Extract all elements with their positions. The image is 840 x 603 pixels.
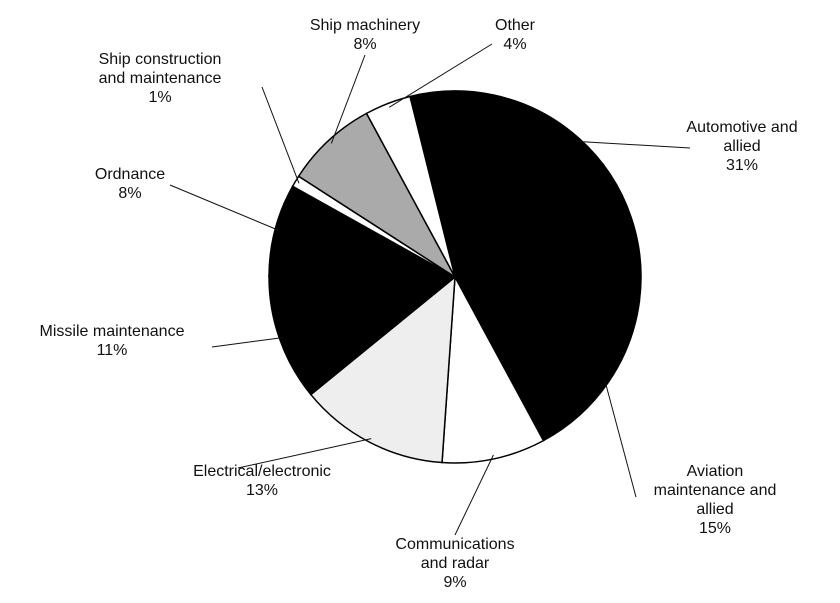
category-label: Automotive and allied [686,119,798,155]
category-label: Communications and radar [395,536,515,572]
category-label: Electrical/electronic [193,463,331,480]
leader-line [388,43,493,108]
value-label: 13% [245,482,279,499]
slice-label: Ship construction and maintenance 1% [90,50,230,107]
leader-line [454,454,494,536]
pie-slice [268,185,456,278]
leader-line [261,86,300,184]
leader-line [169,184,280,231]
pie-slice [268,274,458,396]
slice-label: Automotive and allied 31% [672,118,812,175]
slice-label: Electrical/electronic 13% [193,462,331,500]
category-label: Ship construction and maintenance [98,51,222,87]
pie-slice [441,274,545,464]
value-label: 1% [148,89,172,106]
value-label: 11% [96,342,128,359]
value-label: 8% [353,36,377,53]
slice-label: Communications and radar 9% [385,535,525,592]
slice-label: Ship machinery 8% [310,16,420,54]
leader-line [330,54,366,144]
pie-slice [309,275,456,464]
category-label: Ship machinery [309,17,421,34]
slice-label: Ordnance 8% [95,165,165,203]
slice-label: Other 4% [495,16,535,54]
value-label: 31% [725,157,759,174]
value-label: 4% [503,36,527,53]
pie-slice [297,112,456,278]
category-label: Other [494,17,536,34]
category-label: Ordnance [94,166,166,183]
leader-line [604,380,637,498]
slice-label: Missile maintenance 11% [40,322,185,360]
category-label: Aviation maintenance and allied [653,463,777,518]
leader-line [211,336,284,348]
leader-line [237,438,372,469]
pie-slice [409,90,642,303]
value-label: 8% [118,185,142,202]
slice-label: Aviation maintenance and allied 15% [648,462,783,538]
value-label: 9% [443,574,467,591]
value-label: 15% [698,520,732,537]
leader-line [576,140,691,149]
pie-slice [365,95,456,278]
category-label: Missile maintenance [39,323,185,340]
pie-slice [453,276,641,442]
